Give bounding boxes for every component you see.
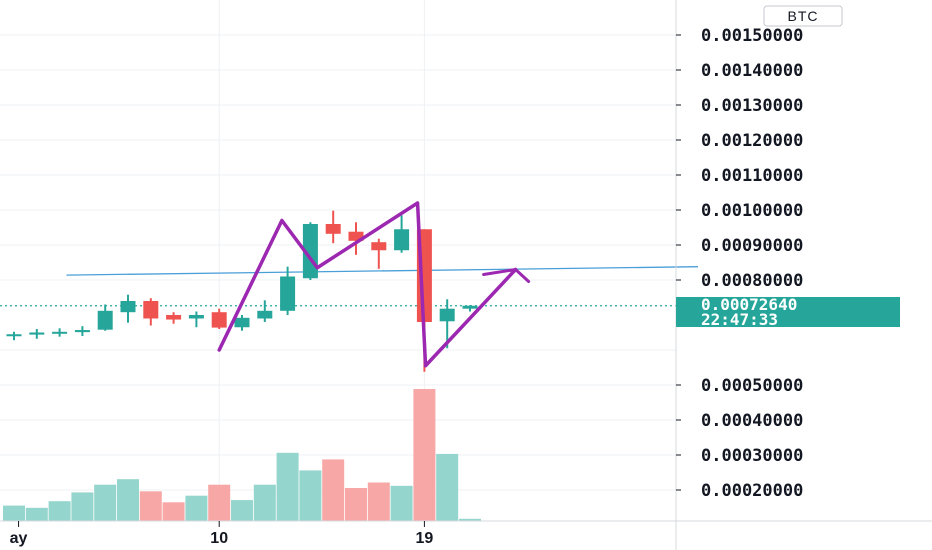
volume-bar — [322, 459, 345, 521]
candle — [348, 222, 364, 255]
candle-body — [29, 332, 45, 335]
current-price-tag: 0.00072640 22:47:33 — [676, 295, 900, 329]
candle — [74, 326, 90, 336]
volume-bar — [117, 479, 139, 521]
volume-bar — [413, 389, 436, 521]
price-tick-label: 0.00090000 — [701, 236, 803, 256]
candle-body — [52, 331, 68, 334]
candle — [234, 315, 250, 331]
candle-body — [371, 242, 387, 251]
price-tick-label: 0.00100000 — [701, 201, 803, 221]
price-tick-label: 0.00080000 — [701, 271, 803, 291]
time-tick-label: 19 — [416, 530, 434, 547]
volume-bar — [436, 453, 459, 521]
pattern-arrow-head — [514, 268, 531, 283]
volume-bar — [390, 485, 413, 521]
volume-bar — [185, 495, 208, 521]
candle — [280, 266, 296, 315]
pattern-line — [217, 201, 518, 368]
time-axis[interactable]: ay 10 19 — [0, 520, 932, 547]
candle — [97, 304, 113, 331]
volume-bar — [48, 501, 71, 521]
currency-badge-box[interactable] — [763, 5, 843, 27]
candle — [325, 210, 341, 244]
candle-body — [394, 229, 410, 251]
candles — [6, 210, 478, 372]
candle — [166, 312, 182, 324]
volume-bar — [276, 452, 299, 521]
candle — [371, 238, 387, 269]
pattern-arrow-head — [482, 268, 518, 276]
price-tick-label: 0.00120000 — [701, 131, 803, 151]
candle-body — [257, 310, 273, 319]
currency-badge-label: BTC — [788, 8, 819, 24]
candle-body — [280, 276, 296, 311]
time-tick-label: 10 — [210, 530, 228, 547]
candle-body — [439, 308, 455, 322]
price-tick-label: 0.00140000 — [701, 61, 803, 81]
volume-bar — [139, 491, 162, 521]
candle-body — [211, 312, 227, 328]
candle — [257, 300, 273, 322]
volume-bars — [3, 389, 481, 521]
price-tick-label: 0.00050000 — [701, 376, 803, 396]
candle — [394, 215, 410, 253]
volume-bar — [253, 484, 276, 521]
trendline — [66, 266, 699, 276]
volume-bar — [94, 484, 117, 521]
volume-bar — [3, 505, 25, 521]
candle-body — [462, 305, 478, 309]
candle-body — [348, 231, 364, 241]
candle — [188, 311, 204, 328]
currency-badge[interactable]: BTC — [763, 5, 843, 27]
candle-body — [188, 315, 204, 319]
volume-bar — [299, 470, 322, 521]
price-tick-label: 0.00130000 — [701, 96, 803, 116]
candle — [120, 294, 136, 323]
candle — [462, 305, 478, 312]
price-tick-label: 0.00040000 — [701, 411, 803, 431]
candle — [211, 308, 227, 329]
candle-body — [97, 310, 113, 330]
price-tick-label: 0.00030000 — [701, 446, 803, 466]
candle — [143, 298, 159, 326]
candle-body — [166, 315, 182, 320]
volume-bar — [25, 507, 48, 521]
candle — [29, 329, 45, 339]
candle — [6, 331, 22, 341]
candle-body — [120, 301, 136, 313]
current-price-value: 0.00072640 — [701, 295, 797, 314]
candle-body — [234, 317, 250, 328]
time-tick-label: ay — [10, 530, 28, 547]
candle-body — [325, 224, 341, 234]
volume-bar — [459, 518, 481, 521]
volume-bar — [231, 500, 253, 521]
candle — [52, 328, 68, 337]
price-tick-label: 0.00110000 — [701, 166, 803, 186]
trendline-layer — [0, 266, 699, 307]
candle-body — [143, 301, 159, 319]
price-tick-label: 0.00020000 — [701, 481, 803, 501]
candle-body — [6, 334, 22, 337]
current-price-tag-box — [676, 297, 900, 327]
volume-bar — [345, 488, 367, 521]
volume-bar — [208, 484, 231, 521]
current-price-countdown: 22:47:33 — [701, 310, 778, 329]
price-axis[interactable]: 0.00150000 0.00140000 0.00130000 0.00120000… — [675, 0, 803, 550]
price-tick-label: 0.00150000 — [701, 26, 803, 46]
grid — [0, 0, 676, 521]
volume-bar — [162, 502, 185, 521]
volume-bar — [71, 492, 94, 521]
drawn-pattern-layer — [217, 201, 531, 368]
candle-body — [74, 330, 90, 333]
volume-bar — [367, 482, 390, 521]
